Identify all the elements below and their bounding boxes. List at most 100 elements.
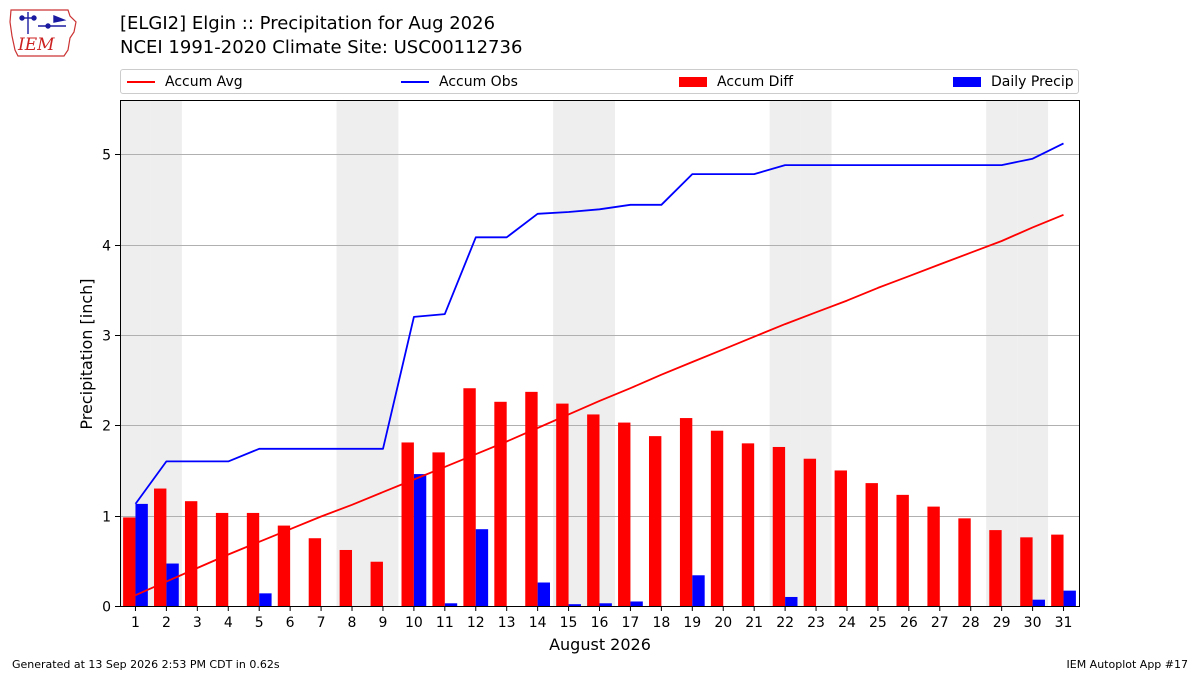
accum-diff-bar [648, 436, 662, 606]
logo-text: IEM [17, 35, 55, 55]
weekend-band [986, 100, 1018, 606]
weather-station-icon [19, 12, 67, 34]
accum-diff-bar [772, 446, 786, 606]
x-tick-label: 16 [591, 615, 609, 631]
accum-diff-bar [896, 494, 909, 606]
daily-precip-bar [135, 503, 148, 606]
x-tick-label: 5 [255, 615, 264, 631]
accum-diff-bar [556, 403, 569, 606]
accum-diff-bar [803, 458, 817, 606]
x-tick-label: 10 [405, 615, 423, 631]
accum-diff-bar [679, 418, 693, 606]
chart-subtitle: NCEI 1991-2020 Climate Site: USC00112736 [120, 37, 523, 58]
accum-diff-bar [834, 470, 847, 606]
daily-precip-bar [537, 582, 551, 606]
x-tick-label: 27 [931, 615, 949, 631]
x-tick-label: 20 [714, 615, 732, 631]
x-tick-label: 24 [838, 615, 856, 631]
legend-swatch [401, 81, 429, 83]
x-tick-label: 3 [193, 615, 202, 631]
x-tick-label: 9 [378, 615, 387, 631]
x-tick-label: 15 [560, 615, 578, 631]
x-tick-label: 21 [745, 615, 763, 631]
x-tick-label: 28 [962, 615, 980, 631]
iem-logo: IEM [9, 9, 77, 57]
legend-label: Accum Obs [439, 74, 518, 90]
bar-series [123, 388, 1076, 606]
accum-diff-bar [1051, 534, 1064, 606]
legend-label: Accum Avg [165, 74, 243, 90]
daily-precip-bar [259, 593, 272, 606]
daily-precip-bar [568, 604, 581, 606]
x-tick-label: 22 [776, 615, 794, 631]
accum-obs-line [134, 142, 1064, 505]
accum-avg-line [135, 213, 1064, 597]
accum-diff-bar [1020, 537, 1033, 606]
daily-precip-bar [630, 601, 643, 606]
accum-diff-bar [710, 430, 724, 606]
accum-diff-bar [958, 518, 971, 606]
chart-title: [ELGI2] Elgin :: Precipitation for Aug 2… [120, 13, 496, 34]
chart-legend: Accum Avg Accum Obs Accum Diff Daily Pre… [120, 69, 1079, 94]
accum-diff-bar [246, 512, 260, 606]
accum-diff-bar [277, 525, 291, 606]
accum-diff-bar [370, 561, 383, 606]
accum-diff-bar [154, 488, 167, 606]
x-tick-label: 19 [683, 615, 701, 631]
accum-diff-bar [184, 501, 198, 606]
accum-diff-bar [741, 443, 755, 606]
daily-precip-bar [413, 474, 427, 606]
app-label: IEM Autoplot App #17 [1066, 658, 1189, 671]
x-tick-label: 8 [348, 615, 357, 631]
accum-diff-bar [215, 512, 229, 606]
x-tick-label: 23 [807, 615, 825, 631]
y-tick-label: 3 [102, 329, 111, 345]
legend-label: Accum Diff [717, 74, 794, 90]
y-tick-label: 4 [102, 239, 111, 255]
daily-precip-bar [692, 575, 705, 606]
x-tick-label: 2 [162, 615, 171, 631]
line-series [134, 142, 1064, 597]
weekend-band [1017, 100, 1049, 606]
x-tick-label: 4 [224, 615, 233, 631]
daily-precip-bar [1063, 590, 1076, 606]
accum-diff-bar [989, 530, 1002, 606]
legend-swatch [679, 77, 707, 87]
daily-precip-bar [785, 596, 798, 606]
x-tick-label: 11 [436, 615, 454, 631]
y-tick-label: 0 [102, 600, 111, 616]
daily-precip-bar [1032, 599, 1045, 606]
accum-diff-bar [927, 506, 940, 606]
x-tick-label: 6 [286, 615, 295, 631]
legend-item-accum-avg: Accum Avg [127, 73, 243, 91]
x-tick-label: 7 [317, 615, 326, 631]
x-tick-label: 17 [622, 615, 640, 631]
x-tick-label: 25 [869, 615, 887, 631]
accum-diff-bar [339, 549, 353, 606]
generated-timestamp: Generated at 13 Sep 2026 2:53 PM CDT in … [12, 658, 280, 671]
legend-label: Daily Precip [991, 74, 1074, 90]
x-tick-label: 12 [467, 615, 485, 631]
x-tick-label: 14 [529, 615, 547, 631]
legend-item-accum-diff: Accum Diff [679, 73, 793, 91]
daily-precip-bar [475, 529, 489, 606]
x-tick-label: 30 [1024, 615, 1042, 631]
daily-precip-bar [599, 603, 612, 606]
accum-diff-bar [865, 483, 878, 606]
x-tick-label: 1 [131, 615, 140, 631]
legend-swatch [953, 77, 981, 87]
y-tick-label: 5 [102, 148, 111, 164]
x-tick-label: 18 [652, 615, 670, 631]
accum-diff-bar [432, 452, 445, 606]
y-axis-label: Precipitation [inch] [77, 278, 96, 429]
weekend-band [367, 100, 399, 606]
accum-diff-bar [463, 388, 476, 606]
legend-item-accum-obs: Accum Obs [401, 73, 518, 91]
accum-diff-bar [525, 391, 538, 606]
legend-swatch [127, 81, 155, 83]
accum-diff-bar [618, 422, 631, 606]
accum-diff-bar [123, 517, 136, 606]
daily-precip-bar [444, 603, 458, 606]
